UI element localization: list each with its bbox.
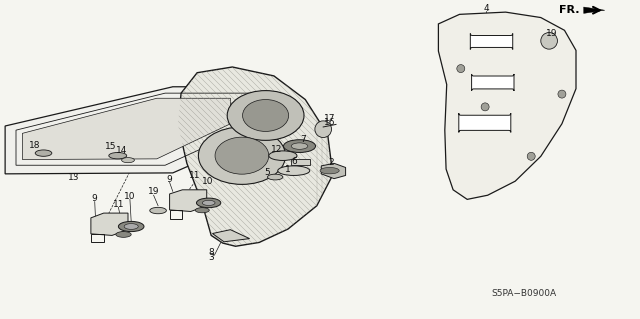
FancyBboxPatch shape [470,33,513,49]
Ellipse shape [35,150,52,156]
Circle shape [558,90,566,98]
Ellipse shape [278,166,310,175]
Text: 19: 19 [148,187,159,196]
Text: 12: 12 [271,145,282,154]
Polygon shape [321,163,346,179]
Ellipse shape [269,151,297,160]
Text: 1: 1 [285,165,291,174]
Ellipse shape [202,200,215,205]
Polygon shape [212,230,250,242]
Ellipse shape [116,232,131,237]
Text: 3: 3 [209,253,214,262]
Text: 10: 10 [202,177,214,186]
Ellipse shape [284,140,316,152]
Text: 5: 5 [265,168,270,177]
Ellipse shape [195,208,209,213]
Polygon shape [170,190,207,211]
Polygon shape [91,213,128,235]
Polygon shape [22,98,230,160]
Text: 14: 14 [116,146,127,155]
Ellipse shape [268,174,283,180]
Text: 13: 13 [68,173,79,182]
Text: 11: 11 [189,171,201,180]
Ellipse shape [118,221,144,232]
Ellipse shape [291,143,308,149]
Polygon shape [178,67,333,246]
Text: 17: 17 [324,114,335,122]
Text: 9: 9 [92,194,97,203]
Text: 6: 6 [292,157,297,166]
Text: 16: 16 [324,118,335,127]
Text: 10: 10 [124,192,136,201]
Text: 4: 4 [484,4,489,13]
Circle shape [541,33,557,49]
Text: S5PA−B0900A: S5PA−B0900A [491,289,556,298]
Polygon shape [438,12,576,199]
Ellipse shape [122,158,134,163]
Text: 11: 11 [113,200,124,209]
Ellipse shape [196,198,221,208]
Text: 18: 18 [29,141,41,150]
FancyBboxPatch shape [459,113,511,132]
Ellipse shape [243,100,289,131]
Text: 9: 9 [167,175,172,184]
Ellipse shape [215,137,269,174]
Polygon shape [5,87,266,174]
FancyBboxPatch shape [472,74,514,91]
Text: 2: 2 [329,158,334,167]
Text: 7: 7 [300,135,305,144]
Ellipse shape [124,224,138,229]
Circle shape [315,121,332,137]
Text: 8: 8 [209,249,214,257]
Bar [291,159,310,165]
Circle shape [481,103,489,111]
Ellipse shape [320,167,339,174]
Circle shape [457,64,465,73]
Ellipse shape [109,152,127,159]
Circle shape [527,152,535,160]
Ellipse shape [150,207,166,214]
Text: 19: 19 [546,29,557,38]
Text: 15: 15 [105,142,116,151]
Ellipse shape [198,127,285,184]
Ellipse shape [227,91,304,140]
Text: FR.: FR. [559,5,580,15]
Polygon shape [584,7,605,13]
